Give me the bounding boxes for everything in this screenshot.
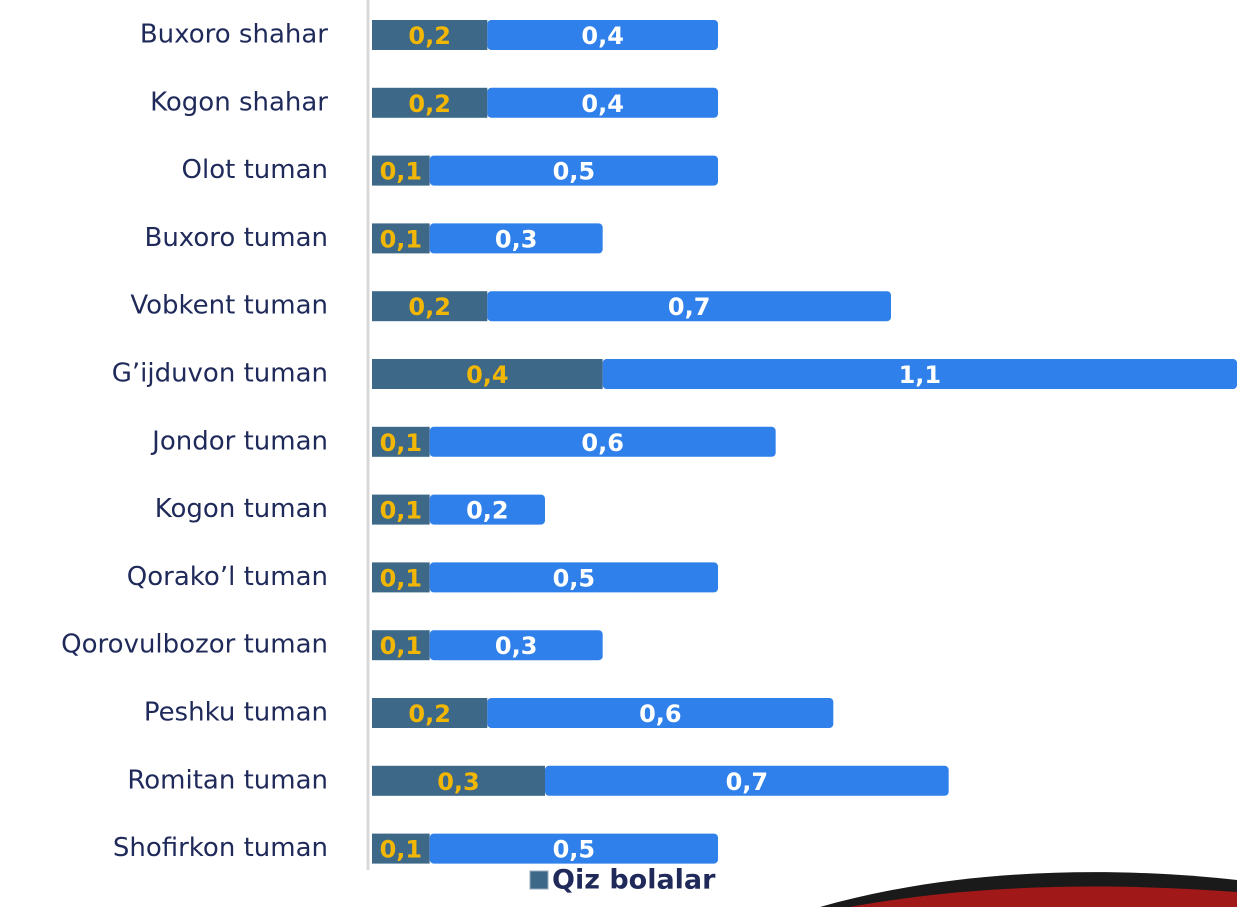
bar-segment bbox=[429, 426, 776, 457]
value-label: 0,1 bbox=[380, 158, 423, 186]
value-label: 0,2 bbox=[408, 22, 451, 50]
bar-segment bbox=[372, 87, 488, 118]
category-label: Romitan tuman bbox=[127, 765, 328, 795]
value-label: 0,2 bbox=[408, 90, 451, 118]
value-label: 0,1 bbox=[380, 225, 423, 253]
bar-segment bbox=[372, 833, 430, 864]
bar-segment bbox=[487, 698, 834, 728]
category-label: Buxoro tuman bbox=[144, 223, 328, 253]
value-label: 0,4 bbox=[466, 361, 509, 389]
category-label: Vobkent tuman bbox=[130, 291, 328, 321]
value-label: 0,6 bbox=[581, 429, 624, 457]
bar-segment bbox=[372, 426, 430, 457]
bar-segment bbox=[429, 630, 603, 661]
value-label: 0,2 bbox=[408, 700, 451, 728]
value-label: 0,4 bbox=[581, 90, 624, 118]
category-label: Qorako’l tuman bbox=[127, 562, 328, 592]
bar-segment bbox=[372, 359, 603, 389]
bar-segment bbox=[372, 562, 430, 593]
category-label: Kogon shahar bbox=[150, 87, 328, 117]
bar-segment bbox=[487, 87, 718, 118]
bar-segment bbox=[372, 20, 488, 50]
category-label: Peshku tuman bbox=[144, 698, 328, 728]
decoration bbox=[850, 886, 1237, 907]
value-label: 0,1 bbox=[380, 429, 423, 457]
category-label: Jondor tuman bbox=[150, 426, 328, 456]
bar-segment bbox=[372, 765, 545, 796]
value-label: 0,1 bbox=[380, 497, 423, 525]
bar-segment bbox=[372, 223, 430, 254]
category-label: Olot tuman bbox=[182, 155, 328, 185]
bar-segment bbox=[429, 562, 718, 593]
value-label: 0,1 bbox=[380, 632, 423, 660]
bar-segment bbox=[429, 155, 718, 186]
legend-label: Qiz bolalar bbox=[552, 865, 716, 896]
value-label: 0,4 bbox=[581, 22, 624, 50]
bar-segment bbox=[602, 359, 1237, 389]
bar-segment bbox=[372, 291, 488, 322]
category-label: Qorovulbozor tuman bbox=[61, 630, 328, 660]
bar-segment bbox=[372, 155, 430, 186]
value-label: 0,2 bbox=[408, 293, 451, 321]
value-label: 0,7 bbox=[668, 293, 711, 321]
value-label: 1,1 bbox=[899, 361, 942, 389]
value-label: 0,5 bbox=[553, 158, 596, 186]
bar-segment bbox=[429, 833, 718, 864]
value-label: 0,6 bbox=[639, 700, 682, 728]
value-label: 0,1 bbox=[380, 836, 423, 864]
value-label: 0,3 bbox=[437, 768, 480, 796]
category-label: Shofirkon tuman bbox=[113, 833, 328, 863]
bar-segment bbox=[372, 494, 430, 525]
category-label: G’ijduvon tuman bbox=[112, 359, 328, 389]
bar-segment bbox=[487, 20, 718, 50]
bar-segment bbox=[545, 765, 949, 796]
value-label: 0,7 bbox=[726, 768, 769, 796]
bar-segment bbox=[429, 223, 603, 254]
bar-segment bbox=[487, 291, 891, 322]
value-label: 0,2 bbox=[466, 497, 509, 525]
value-label: 0,5 bbox=[553, 564, 596, 592]
value-label: 0,3 bbox=[495, 632, 538, 660]
category-label: Kogon tuman bbox=[155, 494, 328, 524]
value-label: 0,3 bbox=[495, 225, 538, 253]
value-label: 0,1 bbox=[380, 564, 423, 592]
bar-segment bbox=[429, 494, 545, 525]
bar-segment bbox=[372, 698, 488, 728]
legend-swatch bbox=[529, 870, 549, 890]
value-label: 0,5 bbox=[553, 836, 596, 864]
bar-segment bbox=[372, 630, 430, 661]
category-label: Buxoro shahar bbox=[140, 20, 328, 50]
